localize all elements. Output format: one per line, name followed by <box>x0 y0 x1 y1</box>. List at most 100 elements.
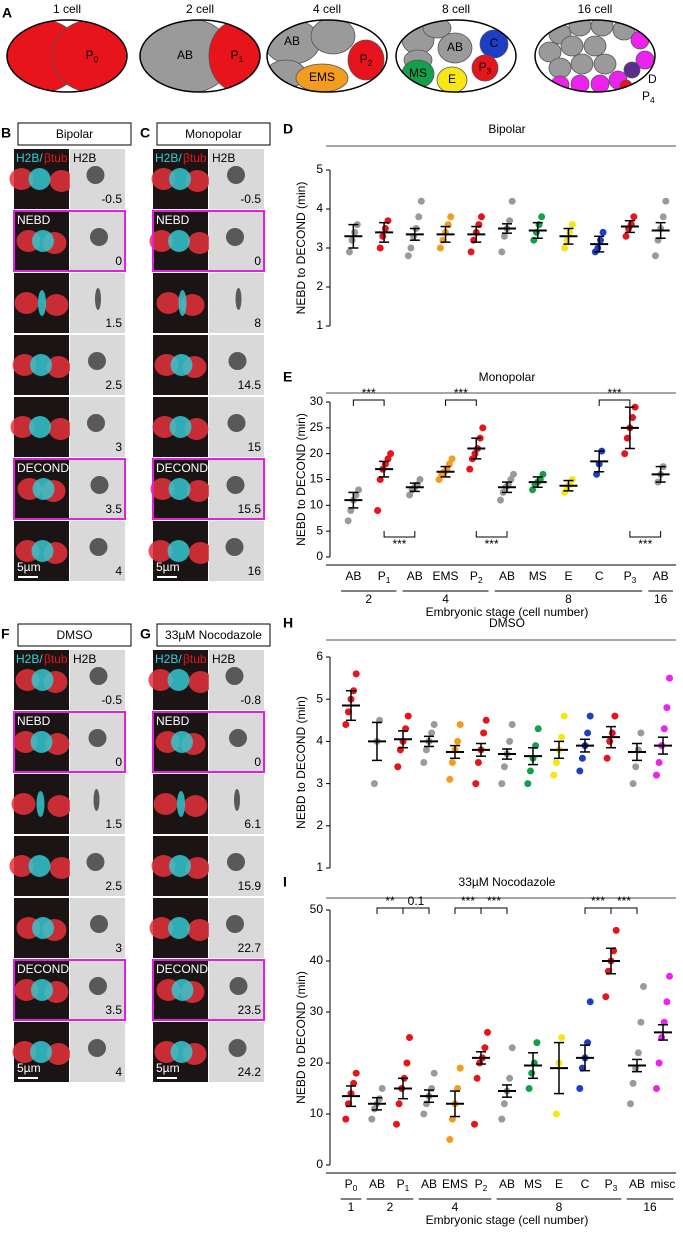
scale-label: 5µm <box>156 560 180 574</box>
cell-label: E <box>448 72 456 86</box>
y-tick-label: 40 <box>310 953 324 967</box>
x-tick-label: AB <box>499 569 515 583</box>
data-point <box>498 780 506 788</box>
y-tick-label: 15 <box>310 472 324 486</box>
embryo-outline <box>534 19 656 93</box>
x-tick-label: AB <box>653 569 669 583</box>
spindle-pole <box>187 919 212 941</box>
x-tick-label: C <box>595 569 604 583</box>
sig-bracket <box>352 399 385 406</box>
data-point <box>599 228 607 236</box>
data-point <box>526 767 534 775</box>
spindle-pole <box>9 168 34 190</box>
sig-label: *** <box>461 894 475 908</box>
data-point <box>506 217 514 225</box>
data-point <box>467 248 475 256</box>
cell <box>590 20 614 37</box>
chromatin <box>32 230 54 252</box>
chromatin-gray <box>86 166 105 184</box>
x-tick-label: AB <box>421 1177 437 1191</box>
chromatin <box>168 917 190 939</box>
y-axis-label: NEBD to DECOND (min) <box>294 413 308 546</box>
x-tick-label: P3 <box>624 569 637 585</box>
x-tick-label: AB <box>629 1177 645 1191</box>
data-point <box>538 213 546 221</box>
panel-letter: A <box>2 5 12 21</box>
data-point <box>510 470 517 478</box>
data-point <box>393 1120 400 1128</box>
data-point <box>484 1028 491 1036</box>
time-label: 6.1 <box>244 817 261 831</box>
y-tick-label: 3 <box>316 240 323 254</box>
stage-tag: NEBD <box>17 213 51 227</box>
data-point <box>640 983 647 990</box>
chromatin-gray <box>226 915 244 933</box>
data-point <box>568 221 576 229</box>
spindle-pole <box>12 1041 37 1063</box>
data-point <box>634 1049 642 1057</box>
x-tick-label: P2 <box>470 569 483 585</box>
data-point <box>560 712 568 720</box>
spindle-pole <box>185 170 210 192</box>
y-tick-label: 5 <box>316 691 323 705</box>
spindle-pole <box>151 855 176 877</box>
data-point <box>525 1085 533 1092</box>
data-point <box>446 775 454 783</box>
panel-letter: F <box>1 626 10 642</box>
data-point <box>344 517 352 525</box>
chromatin <box>170 354 193 376</box>
sig-label: ** <box>385 894 395 908</box>
chromatin <box>170 1041 193 1063</box>
chromatin <box>30 1041 52 1063</box>
x-tick-label: P1 <box>378 569 391 585</box>
sig-label: *** <box>638 537 652 551</box>
time-label: 0 <box>254 254 261 268</box>
data-point <box>406 491 414 499</box>
data-point <box>352 670 360 678</box>
stage-label: 1 cell <box>53 2 81 16</box>
data-point <box>528 1069 536 1077</box>
chromatin <box>30 354 52 376</box>
data-point <box>482 716 490 724</box>
data-point <box>480 729 488 737</box>
x-tick-label: MS <box>529 569 547 583</box>
y-tick-label: 20 <box>310 446 324 460</box>
chromatin <box>169 416 192 438</box>
data-point <box>631 403 639 411</box>
cell <box>548 57 572 79</box>
data-point <box>621 450 629 458</box>
chart-title: DMSO <box>489 616 525 630</box>
chromatin <box>171 979 194 1001</box>
x-tick-label: AB <box>369 1177 385 1191</box>
data-point <box>348 236 356 244</box>
data-point <box>420 1110 428 1118</box>
spindle-pole <box>47 795 72 817</box>
data-point <box>379 232 387 240</box>
spindle-pole <box>156 292 181 314</box>
group-label: 8 <box>565 592 572 606</box>
chromatin <box>29 416 51 438</box>
channel-label: H2B <box>73 652 96 666</box>
data-point <box>568 476 576 483</box>
channel-label: βtub <box>183 151 207 165</box>
time-label: 0 <box>115 254 122 268</box>
panel-letter: G <box>140 626 151 642</box>
chromatin <box>168 230 190 252</box>
sig-bracket <box>475 531 508 538</box>
data-point <box>454 737 462 745</box>
chromatin <box>169 168 191 190</box>
data-point <box>374 507 382 514</box>
cell-label: P4 <box>642 89 655 105</box>
data-point <box>445 460 453 468</box>
group-label: 4 <box>452 1200 459 1214</box>
data-point <box>406 1034 413 1041</box>
sig-bracket <box>584 907 612 914</box>
data-point <box>552 759 560 766</box>
chromatin-gray <box>235 288 242 310</box>
scale-label: 5µm <box>156 1061 180 1075</box>
group-label: 16 <box>654 592 668 606</box>
spindle-pole <box>148 540 173 562</box>
data-point <box>586 998 594 1006</box>
y-tick-label: 20 <box>310 1055 324 1069</box>
sig-label: *** <box>487 894 501 908</box>
